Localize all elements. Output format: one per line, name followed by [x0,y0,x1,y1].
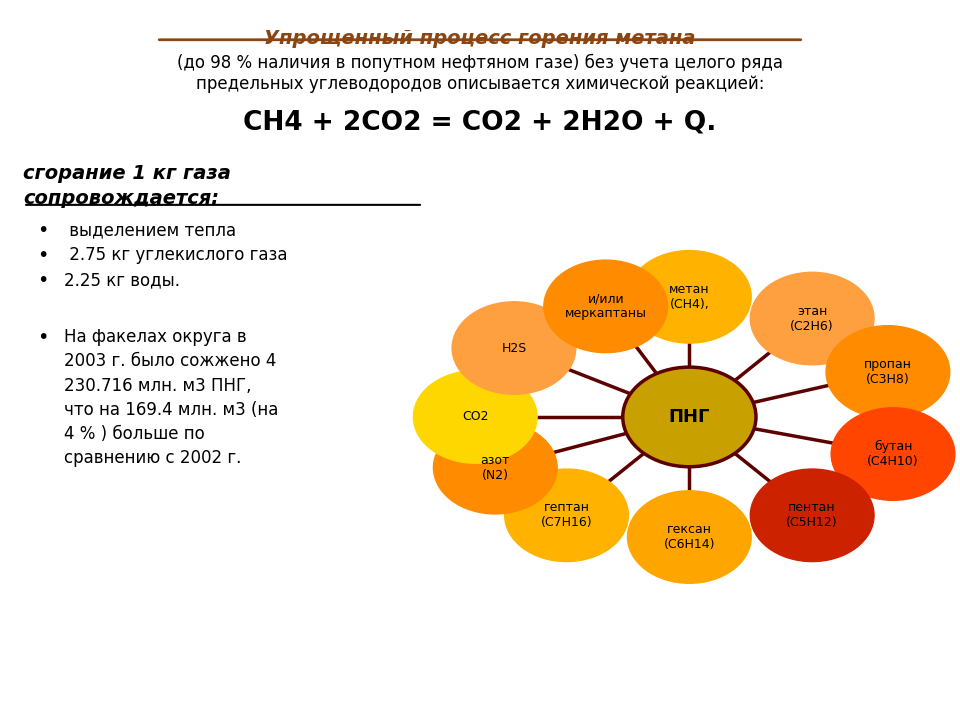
Text: (до 98 % наличия в попутном нефтяном газе) без учета целого ряда: (до 98 % наличия в попутном нефтяном газ… [177,54,783,72]
Text: сгорание 1 кг газа
сопровождается:: сгорание 1 кг газа сопровождается: [23,164,231,208]
Text: •: • [37,271,49,290]
Text: пентан
(C5H12): пентан (C5H12) [786,501,838,529]
Text: Упрощенный процесс горения метана: Упрощенный процесс горения метана [264,29,696,48]
Text: метан
(CH4),: метан (CH4), [669,283,709,311]
Text: пропан
(C3H8): пропан (C3H8) [864,358,912,386]
Text: выделением тепла: выделением тепла [64,221,236,239]
Circle shape [751,272,874,365]
Circle shape [751,469,874,562]
Text: гексан
(C6H14): гексан (C6H14) [663,523,715,551]
Text: •: • [37,246,49,265]
Circle shape [414,371,537,463]
Text: CO2: CO2 [462,410,489,423]
Text: и/или
меркаптаны: и/или меркаптаны [564,292,647,320]
Text: бутан
(C4H10): бутан (C4H10) [867,440,919,468]
Text: •: • [37,328,49,347]
Text: H2S: H2S [501,341,527,354]
Circle shape [434,421,557,514]
Text: предельных углеводородов описывается химической реакцией:: предельных углеводородов описывается хим… [196,76,764,94]
Text: На факелах округа в
2003 г. было сожжено 4
230.716 млн. м3 ПНГ,
что на 169.4 млн: На факелах округа в 2003 г. было сожжено… [64,328,278,467]
Text: •: • [37,221,49,240]
Text: 2.25 кг воды.: 2.25 кг воды. [64,271,180,289]
Circle shape [544,260,667,353]
Circle shape [452,302,576,395]
Circle shape [628,491,752,583]
Text: азот
(N2): азот (N2) [481,454,510,482]
Circle shape [628,251,752,343]
Circle shape [831,408,955,500]
Text: ПНГ: ПНГ [669,408,710,426]
Text: гептан
(C7H16): гептан (C7H16) [540,501,592,529]
Text: CH4 + 2CO2 = CO2 + 2H2O + Q.: CH4 + 2CO2 = CO2 + 2H2O + Q. [243,109,717,135]
Circle shape [826,325,949,418]
Circle shape [623,367,756,467]
Text: 2.75 кг углекислого газа: 2.75 кг углекислого газа [64,246,288,264]
Circle shape [505,469,629,562]
Text: этан
(C2H6): этан (C2H6) [790,305,834,333]
